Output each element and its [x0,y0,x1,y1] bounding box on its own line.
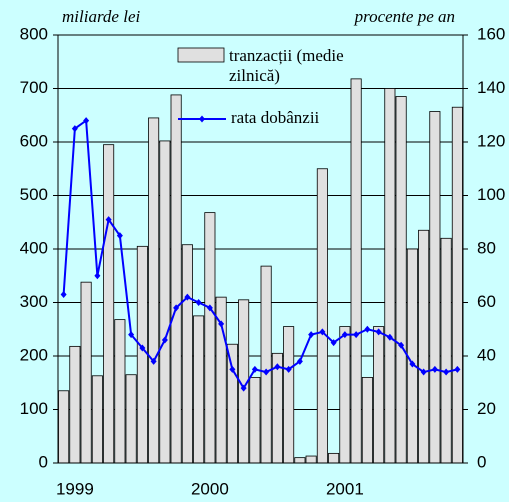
line-marker [206,304,213,312]
line-marker [398,341,405,349]
y2-tick-label: 100 [477,185,505,204]
bar [91,375,103,464]
line-marker [431,365,438,373]
line-marker [71,125,78,133]
line-marker [161,336,168,344]
bar [148,117,160,464]
line-marker [229,365,236,373]
legend-swatch [177,47,225,63]
line-marker [184,293,191,301]
line-marker [319,328,326,336]
y2-tick-label: 80 [477,238,496,257]
x-tick-label: 2000 [191,479,229,498]
line-marker [330,339,337,347]
y-axis-label: miliarde lei [62,7,140,26]
line-marker [139,344,146,352]
bar [316,168,328,464]
y2-tick-label: 0 [477,452,486,471]
bar [406,248,418,464]
y2-tick-label: 160 [477,24,505,43]
bar [103,144,115,464]
line-marker [150,357,157,365]
y-tick-label: 400 [20,238,48,257]
line-marker [274,363,281,371]
bar [181,244,193,464]
y-tick-label: 500 [20,185,48,204]
bar [170,94,182,464]
line-marker [94,272,101,280]
y2-tick-label: 60 [477,292,496,311]
line-marker [285,365,292,373]
line-marker [263,368,270,376]
bar [114,319,126,464]
bar [361,376,373,464]
bar [373,326,385,464]
bar [339,326,351,464]
x-tick-label: 2001 [326,479,364,498]
y2-tick-label: 120 [477,131,505,150]
bar [80,281,92,464]
y-tick-label: 800 [20,24,48,43]
line [62,118,458,391]
line-marker [454,365,461,373]
y-tick-label: 100 [20,399,48,418]
line-marker [195,299,202,306]
x-tick-label: 1999 [56,479,94,498]
bar [204,212,216,464]
line-marker [173,304,180,312]
y2-tick-label: 140 [477,78,505,97]
bar [384,88,396,464]
line-marker [218,320,225,328]
y2-axis-label: procente pe an [354,7,455,26]
legend-marker [199,115,205,123]
line-marker [296,357,303,365]
bar [226,343,238,464]
y2-tick-label: 20 [477,399,496,418]
bar [451,106,463,464]
bar [193,315,205,464]
y-tick-label: 0 [39,452,48,471]
line-marker [105,216,112,224]
bar [429,111,441,464]
y-tick-label: 300 [20,292,48,311]
bar [136,245,148,464]
line-marker [375,328,382,336]
bar [260,265,272,464]
line-marker [251,365,258,373]
bar [58,390,70,464]
bar [69,345,81,464]
line-marker [409,360,416,368]
line-marker [386,333,393,341]
legend-label: rata dobânzii [231,108,320,127]
line-marker [240,384,247,392]
bar [418,229,430,464]
bar [350,78,362,464]
bar [294,457,306,464]
y2-tick-label: 40 [477,345,496,364]
bar [395,96,407,464]
bar [440,237,452,464]
line-marker [420,368,427,376]
y-tick-label: 200 [20,345,48,364]
bar [159,140,171,464]
y-tick-label: 600 [20,131,48,150]
bar [283,326,295,464]
line-marker [364,325,371,333]
line-marker [128,331,135,339]
line-marker [353,331,360,339]
line-marker [83,117,90,125]
y-tick-label: 700 [20,78,48,97]
line-marker [443,368,450,376]
line-marker [341,331,348,339]
legend-label: tranzacții (medie zilnică) [229,46,344,85]
bar [249,376,261,464]
bar [305,455,317,464]
line-marker [116,232,123,240]
line-marker [308,331,315,339]
line-marker [60,290,67,298]
bar [125,374,137,464]
bar [328,452,340,464]
